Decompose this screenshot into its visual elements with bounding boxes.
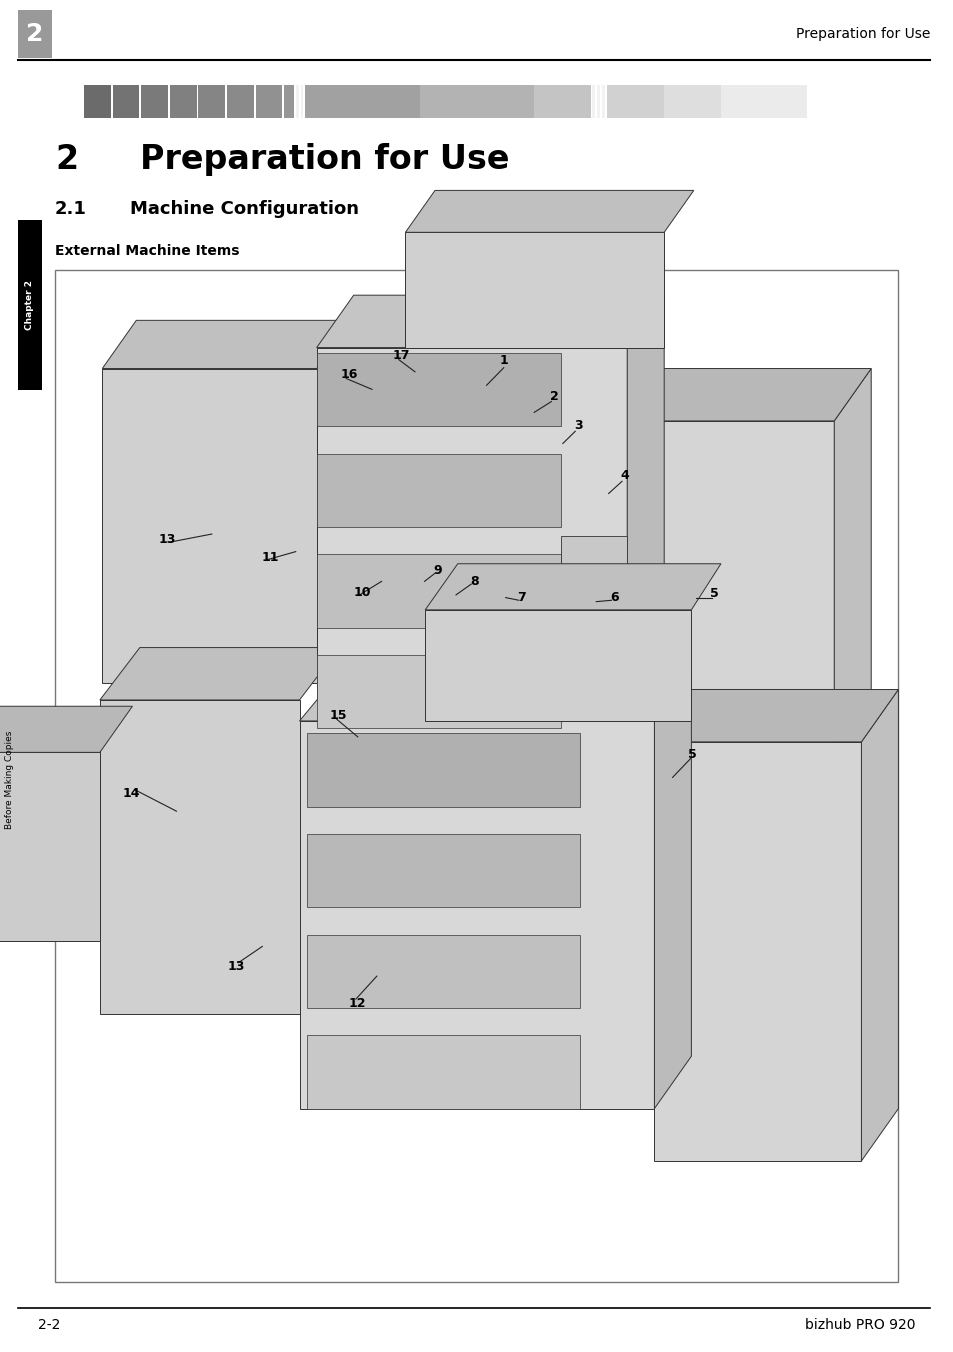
Text: 10: 10 (354, 585, 371, 599)
Bar (55, 270, 897, 1282)
Bar (419, 85, 534, 118)
Polygon shape (316, 654, 560, 729)
Text: Machine Configuration: Machine Configuration (130, 200, 358, 218)
Text: 1: 1 (498, 354, 508, 368)
Polygon shape (626, 369, 870, 420)
Bar (227, 85, 253, 118)
Text: 13: 13 (228, 960, 245, 973)
Bar (606, 85, 663, 118)
Text: Preparation for Use: Preparation for Use (140, 143, 509, 176)
Bar (255, 85, 282, 118)
Polygon shape (654, 690, 898, 742)
Polygon shape (299, 721, 654, 1109)
Polygon shape (833, 369, 870, 923)
Polygon shape (861, 690, 898, 1161)
Polygon shape (102, 369, 316, 683)
Bar (198, 85, 225, 118)
Bar (592, 85, 595, 118)
Bar (305, 85, 419, 118)
Bar (18, 220, 42, 389)
Text: 5: 5 (687, 748, 697, 761)
Polygon shape (100, 648, 339, 700)
Polygon shape (405, 191, 693, 233)
Text: 15: 15 (330, 708, 347, 722)
Bar (663, 85, 720, 118)
Text: 4: 4 (619, 469, 629, 483)
Polygon shape (316, 347, 626, 788)
Text: 12: 12 (349, 996, 366, 1010)
Text: 13: 13 (158, 533, 175, 546)
Polygon shape (307, 1036, 579, 1109)
Bar (284, 85, 294, 118)
Polygon shape (425, 564, 720, 610)
Text: 9: 9 (433, 564, 442, 577)
Bar (601, 85, 604, 118)
Bar (720, 85, 806, 118)
Polygon shape (307, 734, 579, 807)
Polygon shape (654, 742, 861, 1161)
Polygon shape (307, 834, 579, 907)
Bar (597, 85, 599, 118)
Bar (141, 85, 168, 118)
Polygon shape (626, 295, 663, 788)
Bar (295, 85, 298, 118)
Text: 3: 3 (573, 419, 582, 433)
Text: Before Making Copies: Before Making Copies (6, 731, 14, 829)
Text: Chapter 2: Chapter 2 (26, 280, 34, 330)
Text: 5: 5 (709, 587, 719, 600)
Text: 2: 2 (55, 143, 78, 176)
Text: 16: 16 (340, 368, 357, 381)
Text: Preparation for Use: Preparation for Use (795, 27, 929, 41)
Text: 2.1: 2.1 (55, 200, 87, 218)
Polygon shape (560, 537, 626, 704)
Polygon shape (299, 673, 691, 721)
Text: 17: 17 (393, 349, 410, 362)
Bar (300, 85, 303, 118)
Polygon shape (316, 295, 663, 347)
Text: 2-2: 2-2 (38, 1318, 60, 1332)
Bar (18, 9, 52, 58)
Polygon shape (316, 353, 560, 426)
Polygon shape (425, 610, 691, 721)
Polygon shape (102, 320, 351, 369)
Polygon shape (307, 934, 579, 1009)
Polygon shape (626, 420, 833, 923)
Text: 2: 2 (27, 22, 44, 46)
Text: 8: 8 (469, 575, 478, 588)
Text: 6: 6 (609, 591, 618, 604)
Polygon shape (405, 233, 663, 347)
Bar (112, 85, 139, 118)
Polygon shape (316, 454, 560, 527)
Text: bizhub PRO 920: bizhub PRO 920 (804, 1318, 915, 1332)
Text: 2: 2 (549, 389, 558, 403)
Polygon shape (654, 673, 691, 1109)
Bar (170, 85, 196, 118)
Text: 11: 11 (261, 550, 278, 564)
Text: 14: 14 (123, 787, 140, 800)
Text: 7: 7 (517, 591, 526, 604)
Bar (534, 85, 591, 118)
Polygon shape (100, 700, 299, 1014)
Polygon shape (316, 554, 560, 627)
Bar (84, 85, 111, 118)
Text: External Machine Items: External Machine Items (55, 243, 239, 258)
Polygon shape (0, 706, 132, 752)
Polygon shape (0, 752, 100, 941)
